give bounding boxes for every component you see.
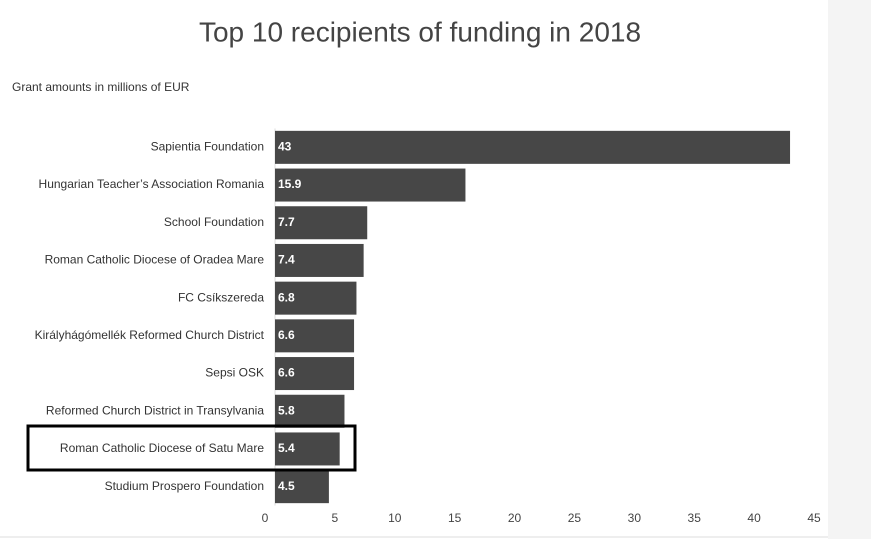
bar: [275, 319, 355, 353]
x-tick-label: 20: [508, 511, 522, 525]
y-tick-label: Sapientia Foundation: [151, 140, 264, 154]
y-tick-label: Roman Catholic Diocese of Satu Mare: [60, 441, 264, 455]
card: [0, 0, 828, 539]
value-label: 6.6: [278, 328, 295, 342]
bar: [275, 394, 345, 428]
y-tick-label: Studium Prospero Foundation: [105, 479, 264, 493]
y-tick-label: Hungarian Teacher’s Association Romania: [39, 177, 265, 191]
highlight-box: [26, 424, 357, 472]
value-label: 6.6: [278, 366, 295, 380]
x-tick-label: 30: [628, 511, 642, 525]
bar: [275, 470, 329, 504]
bar: [275, 130, 791, 164]
x-tick-label: 40: [747, 511, 761, 525]
y-tick-label: FC Csíkszereda: [178, 290, 264, 304]
value-label: 5.8: [278, 403, 295, 417]
value-label: 5.4: [278, 441, 295, 455]
x-tick-label: 35: [688, 511, 702, 525]
x-tick-label: 0: [262, 511, 269, 525]
bar: [275, 357, 355, 391]
value-label: 43: [278, 140, 292, 154]
bar: [275, 206, 368, 240]
chart-title: Top 10 recipients of funding in 2018: [199, 16, 641, 47]
bar: [275, 281, 357, 315]
x-tick-label: 10: [388, 511, 402, 525]
y-tick-label: Királyhágómellék Reformed Church Distric…: [35, 328, 265, 342]
x-tick-label: 25: [568, 511, 582, 525]
value-label: 7.7: [278, 215, 295, 229]
x-tick-label: 5: [332, 511, 339, 525]
value-label: 15.9: [278, 177, 302, 191]
x-tick-label: 45: [807, 511, 821, 525]
y-tick-label: Sepsi OSK: [205, 366, 264, 380]
y-tick-label: School Foundation: [164, 215, 264, 229]
y-tick-label: Reformed Church District in Transylvania: [46, 403, 264, 417]
value-label: 4.5: [278, 479, 295, 493]
y-tick-label: Roman Catholic Diocese of Oradea Mare: [45, 253, 265, 267]
value-label: 7.4: [278, 253, 295, 267]
bar: [275, 243, 364, 277]
bar: [275, 168, 466, 202]
chart-subtitle: Grant amounts in millions of EUR: [12, 80, 190, 94]
bar: [275, 432, 340, 466]
value-label: 6.8: [278, 290, 295, 304]
x-tick-label: 15: [448, 511, 462, 525]
